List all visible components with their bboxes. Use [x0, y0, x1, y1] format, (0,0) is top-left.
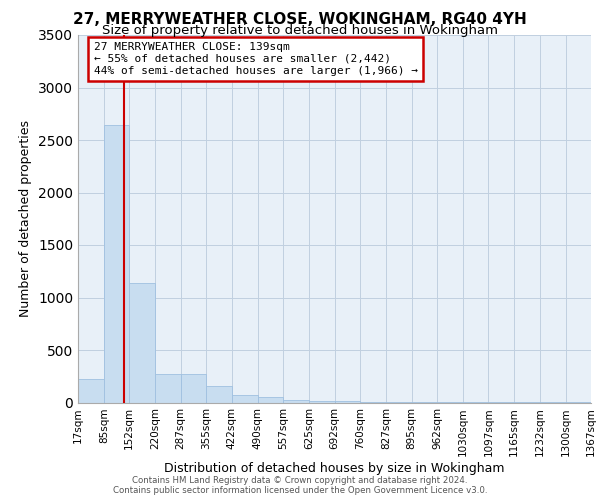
Text: 27, MERRYWEATHER CLOSE, WOKINGHAM, RG40 4YH: 27, MERRYWEATHER CLOSE, WOKINGHAM, RG40 … [73, 12, 527, 28]
Bar [309, 401, 335, 402]
Bar [206, 386, 232, 402]
Bar [130, 283, 155, 403]
Bar [258, 397, 283, 402]
Bar [155, 374, 181, 402]
Bar [78, 380, 104, 402]
Bar [181, 374, 206, 402]
X-axis label: Distribution of detached houses by size in Wokingham: Distribution of detached houses by size … [164, 462, 505, 474]
Text: Size of property relative to detached houses in Wokingham: Size of property relative to detached ho… [102, 24, 498, 37]
Bar [283, 400, 309, 402]
Text: 27 MERRYWEATHER CLOSE: 139sqm
← 55% of detached houses are smaller (2,442)
44% o: 27 MERRYWEATHER CLOSE: 139sqm ← 55% of d… [94, 42, 418, 76]
Y-axis label: Number of detached properties: Number of detached properties [19, 120, 32, 318]
Bar [232, 394, 258, 402]
Bar [104, 126, 130, 402]
Text: Contains HM Land Registry data © Crown copyright and database right 2024.
Contai: Contains HM Land Registry data © Crown c… [113, 476, 487, 495]
